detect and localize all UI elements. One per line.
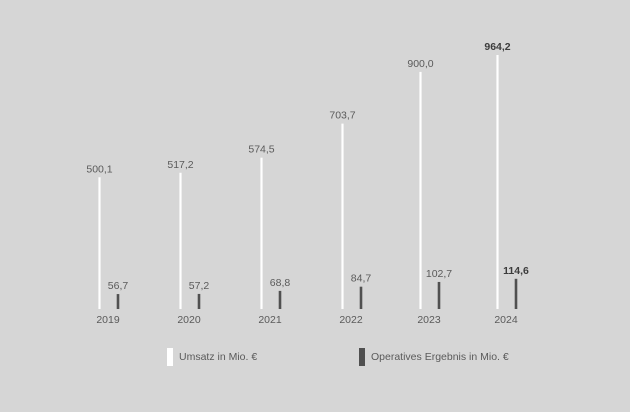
x-tick-label-2020: 2020 — [177, 314, 201, 326]
bar-ergebnis-2024 — [514, 278, 518, 309]
data-label-ergebnis-2020: 57,2 — [189, 280, 210, 292]
legend-label-umsatz: Umsatz in Mio. € — [179, 351, 258, 363]
bar-ergebnis-2021 — [278, 290, 282, 309]
data-label-umsatz-2020: 517,2 — [167, 159, 193, 171]
legend-label-ergebnis: Operatives Ergebnis in Mio. € — [371, 351, 509, 363]
x-tick-label-2019: 2019 — [96, 314, 120, 326]
data-label-umsatz-2023: 900,0 — [407, 58, 433, 70]
data-label-ergebnis-2019: 56,7 — [108, 280, 129, 292]
x-tick-label-2022: 2022 — [339, 314, 363, 326]
bar-ergebnis-2019 — [116, 294, 120, 309]
data-label-umsatz-2021: 574,5 — [248, 144, 274, 156]
legend-swatch-umsatz — [167, 348, 173, 366]
data-label-umsatz-2022: 703,7 — [329, 110, 355, 122]
data-label-ergebnis-2022: 84,7 — [351, 273, 372, 285]
data-label-umsatz-2024: 964,2 — [484, 41, 510, 53]
x-tick-label-2021: 2021 — [258, 314, 282, 326]
bar-umsatz-2020 — [179, 172, 182, 309]
data-label-umsatz-2019: 500,1 — [86, 163, 112, 175]
bar-ergebnis-2022 — [359, 286, 363, 309]
legend-item-umsatz: Umsatz in Mio. € — [167, 348, 257, 366]
x-tick-label-2024: 2024 — [494, 314, 518, 326]
bar-ergebnis-2020 — [197, 293, 201, 309]
x-tick-label-2023: 2023 — [417, 314, 441, 326]
data-label-ergebnis-2021: 68,8 — [270, 277, 291, 289]
bar-umsatz-2019 — [98, 177, 101, 309]
bar-umsatz-2022 — [341, 123, 344, 310]
data-label-ergebnis-2024: 114,6 — [503, 265, 529, 277]
legend-item-ergebnis: Operatives Ergebnis in Mio. € — [359, 348, 509, 366]
bar-umsatz-2021 — [260, 157, 263, 309]
bar-ergebnis-2023 — [437, 281, 441, 309]
legend-swatch-ergebnis — [359, 348, 365, 366]
legend: Umsatz in Mio. € Operatives Ergebnis in … — [0, 348, 630, 368]
data-label-ergebnis-2023: 102,7 — [426, 268, 452, 280]
bar-umsatz-2023 — [419, 71, 422, 309]
bar-umsatz-2024 — [496, 55, 499, 309]
